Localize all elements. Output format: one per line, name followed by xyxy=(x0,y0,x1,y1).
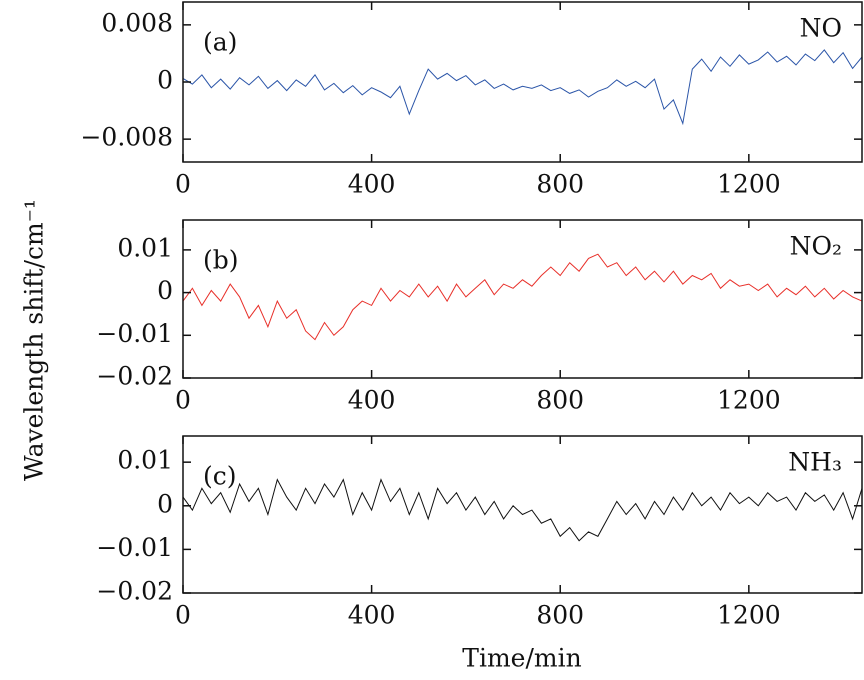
y-tick-label: −0.01 xyxy=(96,533,173,562)
x-tick-label: 400 xyxy=(348,601,396,630)
x-tick-label: 0 xyxy=(175,170,191,199)
data-line xyxy=(182,478,863,542)
x-tick-label: 800 xyxy=(536,386,584,415)
y-tick-label: 0.008 xyxy=(101,8,173,37)
x-tick-label: 800 xyxy=(536,170,584,199)
panel-label: (a) xyxy=(203,28,237,57)
x-tick-label: 800 xyxy=(536,601,584,630)
x-axis-label: Time/min xyxy=(462,644,581,673)
y-tick-label: 0 xyxy=(157,66,173,95)
data-line xyxy=(182,49,863,126)
plot-frame xyxy=(182,435,863,594)
plot-frame xyxy=(182,219,863,379)
y-tick-label: −0.02 xyxy=(96,577,173,606)
y-tick-label: −0.02 xyxy=(96,362,173,391)
x-tick-label: 1200 xyxy=(717,170,781,199)
y-tick-label: 0 xyxy=(157,489,173,518)
y-tick-label: −0.01 xyxy=(96,319,173,348)
panel-annotation: NO xyxy=(800,14,842,43)
data-line xyxy=(182,253,863,341)
x-tick-label: 400 xyxy=(348,386,396,415)
panel-annotation: NH₃ xyxy=(788,448,842,477)
plot-frame xyxy=(182,1,863,163)
x-tick-label: 1200 xyxy=(717,386,781,415)
y-axis-label: Wavelength shift/cm⁻¹ xyxy=(20,199,49,481)
x-tick-label: 1200 xyxy=(717,601,781,630)
panel-label: (c) xyxy=(203,462,237,491)
x-tick-label: 0 xyxy=(175,386,191,415)
panel-label: (b) xyxy=(203,246,239,275)
y-tick-label: −0.008 xyxy=(80,123,173,152)
y-tick-label: 0.01 xyxy=(117,233,173,262)
x-tick-label: 400 xyxy=(348,170,396,199)
x-tick-label: 0 xyxy=(175,601,191,630)
panel-annotation: NO₂ xyxy=(790,232,842,261)
y-tick-label: 0.01 xyxy=(117,446,173,475)
y-tick-label: 0 xyxy=(157,276,173,305)
